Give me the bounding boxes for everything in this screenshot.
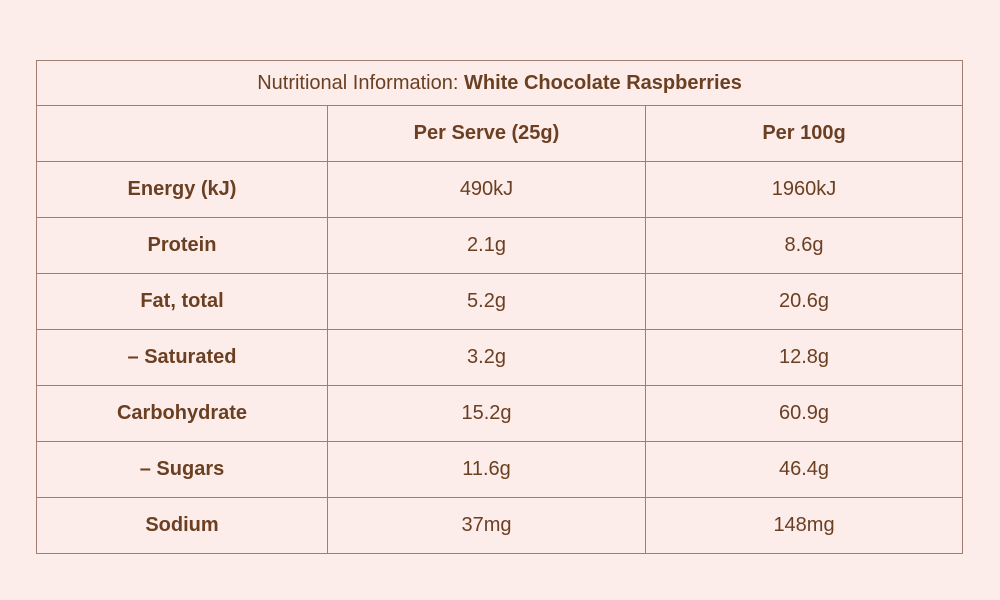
column-header-per-100g: Per 100g xyxy=(644,105,964,162)
column-header-row: Per Serve (25g) Per 100g xyxy=(36,105,964,162)
table-row: – Saturated 3.2g 12.8g xyxy=(36,329,964,386)
per-100g-value: 12.8g xyxy=(644,329,964,386)
per-100g-value: 8.6g xyxy=(644,217,964,274)
per-serve-value: 37mg xyxy=(327,497,646,554)
table-row: Fat, total 5.2g 20.6g xyxy=(36,273,964,330)
table-row: – Sugars 11.6g 46.4g xyxy=(36,441,964,498)
per-serve-value: 15.2g xyxy=(327,385,646,442)
title-prefix: Nutritional Information: xyxy=(257,71,464,94)
per-100g-value: 20.6g xyxy=(644,273,964,330)
table-row: Energy (kJ) 490kJ 1960kJ xyxy=(36,161,964,218)
product-name: White Chocolate Raspberries xyxy=(463,71,742,94)
table-row: Carbohydrate 15.2g 60.9g xyxy=(36,385,964,442)
row-label: Energy (kJ) xyxy=(36,161,328,218)
row-label: Sodium xyxy=(36,497,328,554)
per-100g-value: 1960kJ xyxy=(644,161,964,218)
table-row: Sodium 37mg 148mg xyxy=(36,497,964,554)
nutrition-table: Nutritional Information: White Chocolate… xyxy=(35,60,964,554)
per-serve-value: 2.1g xyxy=(327,217,646,274)
row-label: – Saturated xyxy=(36,329,328,386)
per-serve-value: 3.2g xyxy=(327,329,646,386)
per-100g-value: 60.9g xyxy=(644,385,964,442)
per-serve-value: 490kJ xyxy=(327,161,646,218)
column-header-per-serve: Per Serve (25g) xyxy=(327,105,646,162)
row-label: – Sugars xyxy=(36,441,328,498)
per-100g-value: 46.4g xyxy=(644,441,964,498)
row-label: Carbohydrate xyxy=(36,385,328,442)
table-title: Nutritional Information: White Chocolate… xyxy=(35,60,964,106)
table-row: Protein 2.1g 8.6g xyxy=(36,217,964,274)
column-header-label xyxy=(36,105,328,162)
per-100g-value: 148mg xyxy=(644,497,964,554)
per-serve-value: 11.6g xyxy=(327,441,646,498)
row-label: Protein xyxy=(36,217,328,274)
per-serve-value: 5.2g xyxy=(327,273,646,330)
row-label: Fat, total xyxy=(36,273,328,330)
table-title-row: Nutritional Information: White Chocolate… xyxy=(35,60,964,106)
